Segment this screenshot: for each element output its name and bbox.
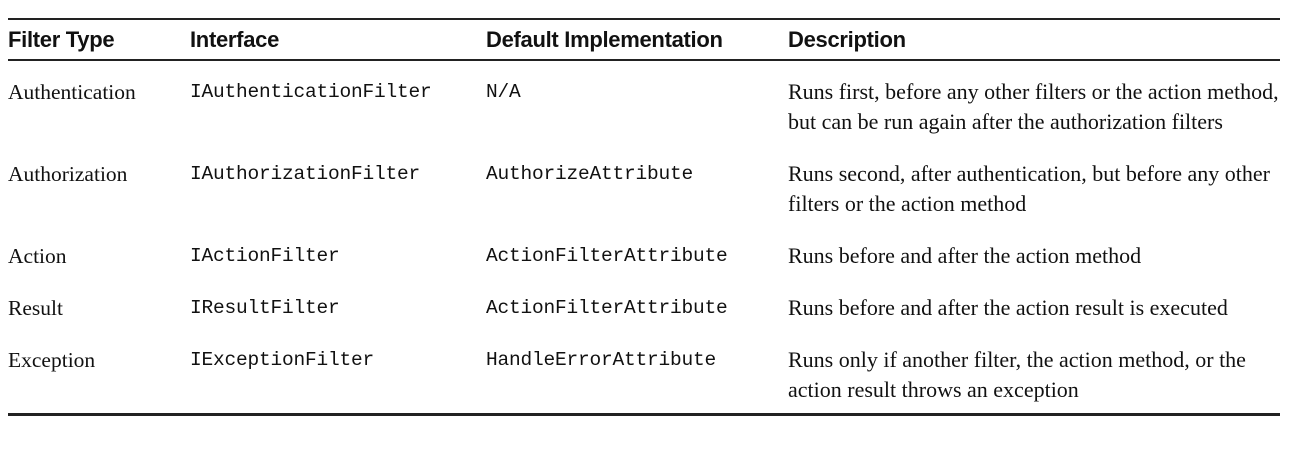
cell-interface: IResultFilter xyxy=(190,297,340,319)
table-row: Exception IExceptionFilter HandleErrorAt… xyxy=(8,331,1280,413)
cell-interface: IAuthenticationFilter xyxy=(190,81,432,103)
header-filter-type: Filter Type xyxy=(8,27,115,52)
table: Filter Type Interface Default Implementa… xyxy=(8,20,1280,59)
cell-description: Runs before and after the action result … xyxy=(788,295,1228,320)
table-row: Result IResultFilter ActionFilterAttribu… xyxy=(8,279,1280,331)
cell-filter-type: Exception xyxy=(8,348,96,372)
filter-types-table: Filter Type Interface Default Implementa… xyxy=(8,18,1280,416)
cell-default-implementation: HandleErrorAttribute xyxy=(486,349,717,371)
cell-filter-type: Authentication xyxy=(8,80,136,104)
header-default-implementation: Default Implementation xyxy=(486,27,723,52)
cell-description: Runs only if another filter, the action … xyxy=(788,347,1246,402)
table-body: Authentication IAuthenticationFilter N/A… xyxy=(8,61,1280,413)
table-header-rule xyxy=(8,59,1280,61)
cell-description: Runs first, before any other filters or … xyxy=(788,79,1279,134)
table-row: Action IActionFilter ActionFilterAttribu… xyxy=(8,227,1280,279)
table-row: Authorization IAuthorizationFilter Autho… xyxy=(8,145,1280,227)
table-row: Authentication IAuthenticationFilter N/A… xyxy=(8,61,1280,145)
header-interface: Interface xyxy=(190,27,280,52)
cell-filter-type: Action xyxy=(8,244,67,268)
cell-default-implementation: N/A xyxy=(486,81,521,103)
cell-default-implementation: ActionFilterAttribute xyxy=(486,245,728,267)
cell-filter-type: Result xyxy=(8,296,63,320)
table-header-row: Filter Type Interface Default Implementa… xyxy=(8,20,1280,59)
cell-description: Runs before and after the action method xyxy=(788,243,1142,268)
cell-interface: IExceptionFilter xyxy=(190,349,375,371)
cell-filter-type: Authorization xyxy=(8,162,128,186)
header-description: Description xyxy=(788,27,906,52)
cell-interface: IActionFilter xyxy=(190,245,340,267)
cell-default-implementation: ActionFilterAttribute xyxy=(486,297,728,319)
table-top-rule xyxy=(8,18,1280,20)
table-bottom-rule xyxy=(8,413,1280,416)
cell-default-implementation: AuthorizeAttribute xyxy=(486,163,694,185)
cell-description: Runs second, after authentication, but b… xyxy=(788,161,1271,216)
cell-interface: IAuthorizationFilter xyxy=(190,163,421,185)
